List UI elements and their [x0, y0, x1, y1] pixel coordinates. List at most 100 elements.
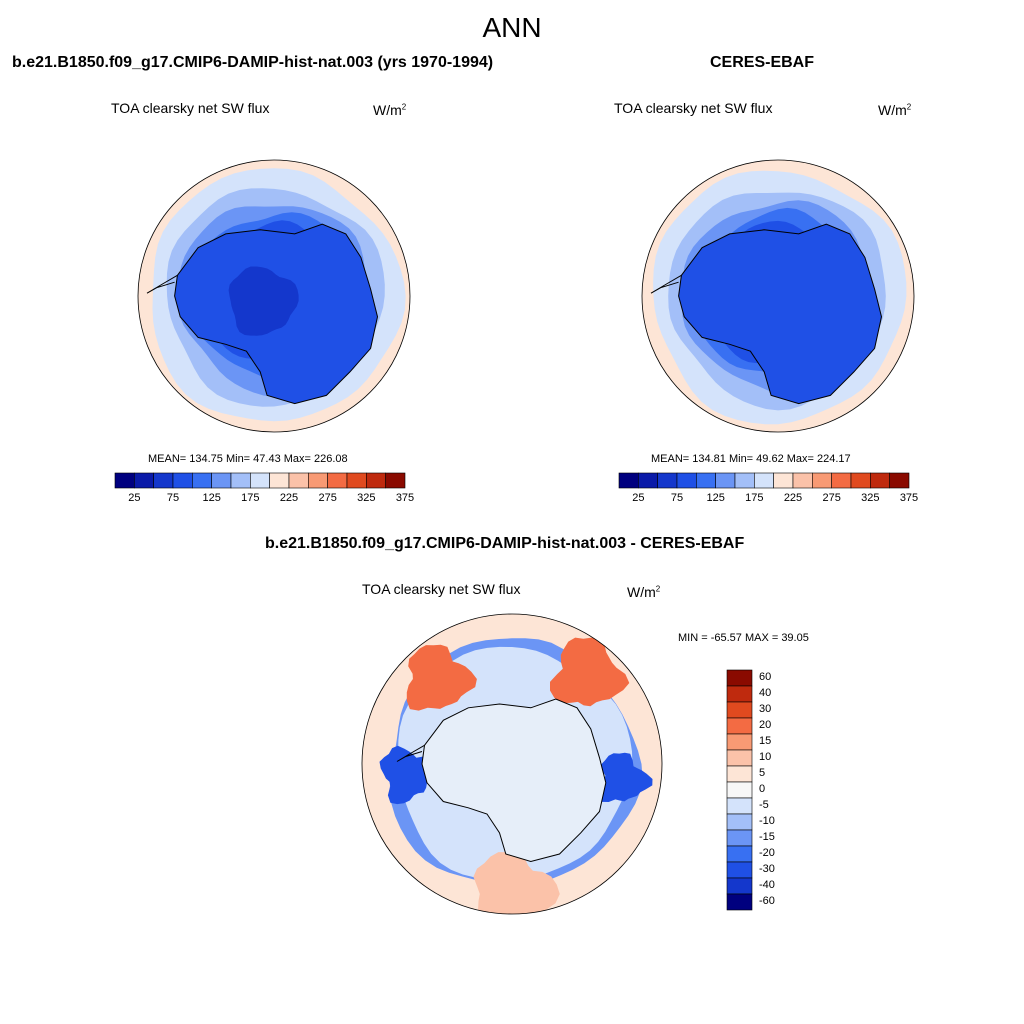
colorbar-tick-label: 325 [357, 492, 376, 504]
diff-map [361, 613, 663, 915]
colorbar-level-label: -10 [759, 815, 775, 827]
colorbar-swatch [726, 781, 753, 799]
colorbar-tick-label: 25 [128, 492, 141, 504]
diff-field [362, 614, 662, 914]
colorbar-tick-label: 375 [899, 492, 919, 504]
colorbar-swatch [792, 472, 813, 489]
colorbar-tick-label: 175 [241, 492, 260, 504]
diff-coastline [396, 744, 425, 762]
field-band [678, 224, 882, 404]
colorbar-level-label: -40 [759, 879, 775, 891]
colorbar-level-label: -15 [759, 831, 775, 843]
colorbar-swatch [754, 472, 774, 489]
diff-coastline [421, 698, 607, 863]
diff-band [550, 637, 630, 707]
panel1-variable-label: TOA clearsky net SW flux [111, 100, 270, 116]
diff-band [597, 752, 653, 802]
colorbar-level-label: -30 [759, 863, 775, 875]
colorbar-tick-label: 125 [202, 492, 221, 504]
colorbar-tick-label: 75 [670, 492, 684, 504]
colorbar-swatch [269, 472, 290, 489]
panel2-map [641, 159, 915, 433]
colorbar-swatch [734, 472, 755, 489]
colorbar-swatch [726, 733, 753, 751]
colorbar-swatch [726, 749, 753, 767]
field-band [228, 266, 299, 336]
diff-band [422, 699, 606, 862]
diff-case-title: b.e21.B1850.f09_g17.CMIP6-DAMIP-hist-nat… [265, 535, 745, 552]
colorbar-swatch [346, 472, 367, 489]
colorbar-tick-label: 375 [395, 492, 415, 504]
colorbar-swatch [153, 472, 174, 489]
colorbar-swatch [230, 472, 251, 489]
diff-band [406, 644, 477, 711]
colorbar-swatch [726, 669, 753, 687]
figure-title: ANN [482, 12, 542, 43]
panel1-field [138, 160, 410, 432]
colorbar-swatch [134, 472, 154, 489]
colorbar-swatch [889, 472, 910, 489]
colorbar-level-label: -20 [759, 847, 775, 859]
colorbar-swatch [638, 472, 658, 489]
colorbar-swatch [726, 845, 753, 863]
colorbar-swatch [618, 472, 639, 489]
colorbar-swatch [657, 472, 678, 489]
colorbar-tick-label: 225 [279, 492, 299, 504]
colorbar-swatch [172, 472, 193, 489]
colorbar-swatch [250, 472, 270, 489]
colorbar-swatch [308, 472, 328, 489]
colorbar-swatch [726, 717, 753, 735]
colorbar-swatch [726, 893, 753, 911]
colorbar-swatch [726, 797, 753, 815]
colorbar-swatch [327, 472, 348, 489]
panel1-colorbar [114, 472, 406, 489]
colorbar-tick-label: 325 [861, 492, 880, 504]
colorbar-swatch [850, 472, 871, 489]
colorbar-swatch [192, 472, 212, 489]
colorbar-swatch [676, 472, 697, 489]
colorbar-tick-label: 25 [632, 492, 645, 504]
colorbar-swatch [726, 877, 753, 895]
diff-stats: MIN = -65.57 MAX = 39.05 [678, 632, 809, 644]
panel2-map-border [641, 159, 915, 433]
colorbar-tick-label: 125 [706, 492, 725, 504]
colorbar-swatch [114, 472, 135, 489]
colorbar-swatch [831, 472, 852, 489]
colorbar-level-label: 15 [759, 735, 772, 747]
diff-map-border [361, 613, 663, 915]
colorbar-tick-label: 275 [318, 492, 337, 504]
colorbar-swatch [696, 472, 716, 489]
colorbar-tick-label: 275 [822, 492, 841, 504]
colorbar-tick-label: 75 [166, 492, 180, 504]
panel1-units: W/m2 [373, 102, 407, 118]
panel1-map [137, 159, 411, 433]
colorbar-level-label: 0 [759, 783, 766, 795]
panel2-colorbar [618, 472, 910, 489]
colorbar-swatch [870, 472, 890, 489]
colorbar-tick-label: 225 [783, 492, 803, 504]
colorbar-level-label: 10 [759, 751, 772, 763]
colorbar-level-label: 40 [759, 687, 772, 699]
diff-colorbar [726, 669, 753, 911]
colorbar-swatch [726, 685, 753, 703]
colorbar-swatch [726, 829, 753, 847]
colorbar-level-label: 30 [759, 703, 772, 715]
panel2-coastline [650, 274, 682, 294]
diff-variable-label: TOA clearsky net SW flux [362, 581, 521, 597]
panel1-stats: MEAN= 134.75 Min= 47.43 Max= 226.08 [148, 453, 348, 465]
colorbar-swatch [726, 765, 753, 783]
colorbar-swatch [211, 472, 232, 489]
colorbar-swatch [715, 472, 736, 489]
colorbar-level-label: 5 [759, 767, 766, 779]
panel2-units: W/m2 [878, 102, 912, 118]
panel2-variable-label: TOA clearsky net SW flux [614, 100, 773, 116]
panel1-coastline [174, 223, 379, 405]
panel1-map-border [137, 159, 411, 433]
colorbar-swatch [726, 813, 753, 831]
colorbar-swatch [726, 861, 753, 879]
colorbar-level-label: 20 [759, 719, 772, 731]
panel1-coastline [146, 274, 178, 294]
colorbar-swatch [385, 472, 406, 489]
colorbar-swatch [726, 701, 753, 719]
